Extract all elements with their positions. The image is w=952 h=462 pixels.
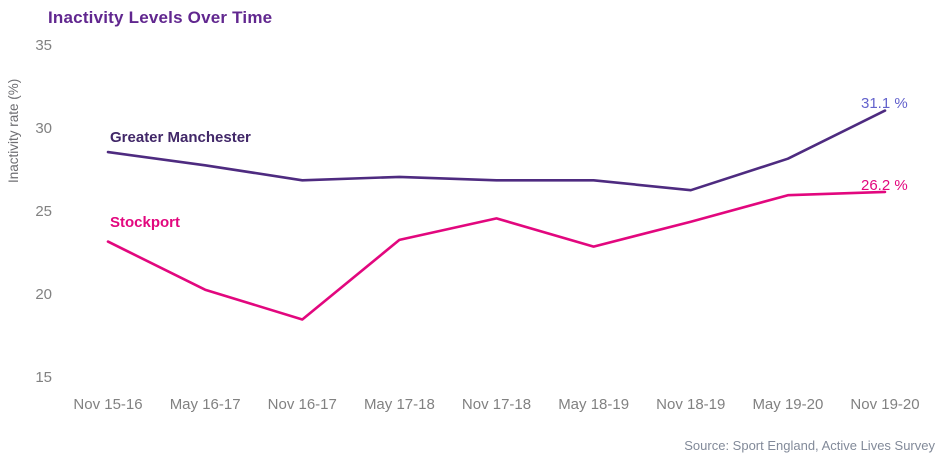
- chart-title: Inactivity Levels Over Time: [48, 8, 273, 27]
- series-label-greater-manchester: Greater Manchester: [110, 129, 251, 146]
- x-tick-label: May 19-20: [752, 396, 824, 413]
- x-tick-label: Nov 19-20: [850, 396, 920, 413]
- greater-manchester-end-value-label: 31.1 %: [861, 95, 908, 112]
- stockport-end-value-label: 26.2 %: [861, 177, 908, 194]
- y-tick-label: 20: [35, 285, 52, 303]
- y-tick-label: 25: [35, 202, 52, 220]
- y-tick-label: 15: [35, 368, 52, 386]
- greater-manchester-line: [106, 109, 887, 192]
- x-tick-label: Nov 17-18: [461, 396, 532, 413]
- x-tick-label: Nov 15-16: [73, 396, 143, 413]
- series-label-stockport: Stockport: [110, 214, 181, 231]
- stockport-line: [106, 190, 887, 321]
- x-tick-label: May 16-17: [169, 396, 241, 413]
- x-tick-label: Nov 16-17: [267, 396, 337, 413]
- x-tick-label: May 18-19: [558, 396, 630, 413]
- x-tick-label: Nov 18-19: [656, 396, 726, 413]
- source-attribution: Source: Sport England, Active Lives Surv…: [684, 438, 935, 453]
- y-tick-label: 30: [35, 119, 52, 137]
- y-tick-label: 35: [35, 37, 52, 54]
- x-tick-label: May 17-18: [363, 396, 435, 413]
